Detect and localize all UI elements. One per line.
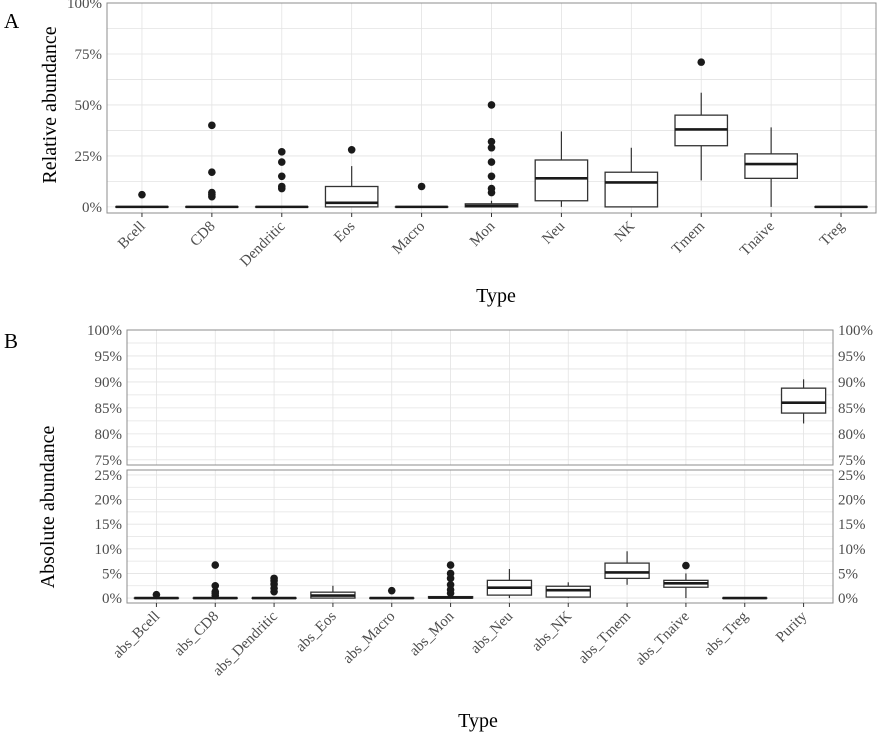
panel-a-outlier-point [697,58,706,66]
panel-b-lower-outlier-point [211,587,220,596]
panel-a-x-tick-label: Neu [539,218,568,247]
panel-b-lower-y-tick-label-right: 20% [838,493,866,509]
panel-b-lower-x-tick-label: abs_NK [529,608,575,654]
panel-b-lower-outlier-point [446,569,455,578]
panel-a-y-tick-label: 0% [82,200,102,216]
panel-a-x-tick-label: Tmem [669,218,708,257]
panel-b-lower-y-tick-label: 15% [95,517,123,533]
panel-b-upper-y-tick-label: 90% [95,375,123,391]
panel-b-lower-x-tick-label: abs_Tnaive [633,608,693,668]
panel-b-upper-y-tick-label-right: 100% [838,323,873,339]
panel-b-lower-box-abs_Tmem [604,562,650,580]
panel-b-upper-y-tick-label-right: 80% [838,427,866,443]
panel-a-outlier-point [208,168,216,177]
panel-a-outlier-point [417,182,426,191]
panel-a-outlier-point [208,188,216,197]
panel-a-x-tick-label: Mon [467,218,499,250]
panel-b-upper-y-tick-label: 85% [95,401,123,417]
panel-a-outlier-point [487,101,496,109]
panel-b-lower-x-tick-label: abs_Macro [340,609,398,667]
panel-a-x-axis-title: Type [476,285,516,307]
panel-b-upper-y-tick-label-right: 85% [838,401,866,417]
panel-b-lower-frame [126,469,834,604]
panel-a-outlier-point [487,137,496,146]
panel-a-y-axis-title: Relative abundance [39,26,61,183]
panel-a-label: A [4,9,20,33]
panel-b-lower-x-tick-label: abs_CD8 [171,609,222,660]
panel-a-box-NK [604,171,659,208]
panel-b-lower-x-tick-label: abs_Neu [468,608,517,657]
panel-a-y-tick-label: 50% [75,98,103,114]
panel-b-upper-frame [126,329,834,466]
panel-b-lower-y-tick-label-right: 5% [838,566,858,582]
panel-b-lower-outlier-point [682,561,690,570]
panel-b-lower-x-tick-label: abs_Eos [293,608,340,655]
panel-a-box-Tnaive [744,153,799,179]
panel-a-x-tick-label: CD8 [187,219,218,250]
panel-a-outlier-point [208,121,216,130]
panel-b-upper-y-tick-label: 100% [87,323,122,339]
panel-b-lower-y-tick-label: 0% [102,591,122,607]
panel-b-lower-x-tick-label: abs_Mon [407,608,458,659]
panel-b-y-axis-title: Absolute abundance [37,426,59,589]
panel-a-outlier-point [277,148,286,156]
panel-a-x-tick-label: Bcell [115,219,149,253]
panel-b-lower-x-tick-label: abs_Tmem [575,608,634,667]
panel-b-upper-y-tick-label-right: 90% [838,375,866,391]
panel-b-lower-x-tick-label: abs_Treg [701,608,752,659]
panel-b-upper-y-tick-label: 80% [95,427,123,443]
panel-b-lower-box-abs_NK [545,585,591,598]
panel-b-lower-outlier-point [211,561,220,569]
panel-a-x-tick-label: Eos [331,218,358,245]
panel-b-lower-x-tick-label: Purity [773,608,811,646]
panel-a-outlier-point [277,182,286,191]
panel-b-lower-plot: 0% 0% 5% 5% 10% 10% 15% 15% 20% 20% 25% 25% abs_Bcel… [95,468,866,679]
panel-a-x-tick-label: Macro [389,219,428,258]
panel-a-x-tick-label: Dendritic [237,218,289,270]
panel-b-upper-y-tick-label-right: 95% [838,349,866,365]
panel-b-lower-y-tick-label: 25% [95,468,123,484]
panel-a-plot: 0% 25% 50% 75% 100% Bcell CD8 Dendritic Eos Macro… [67,0,877,270]
panel-b-lower-y-tick-label: 10% [95,542,123,558]
panel-b-lower-y-tick-label: 5% [102,566,122,582]
panel-a-y-tick-label: 25% [75,149,103,165]
panel-b-lower-x-tick-label: abs_Bcell [110,609,163,662]
panel-b-lower-y-tick-label-right: 0% [838,591,858,607]
panel-b-lower-y-tick-label-right: 15% [838,517,866,533]
panel-b-upper-plot: 75% 75% 80% 80% 85% 85% 90% 90% 95% 95% 100% 100% [87,323,873,469]
panel-b-lower-outlier-point [152,590,161,599]
panel-b-lower-outlier-point [446,580,455,589]
panel-a-x-tick-label: Treg [817,218,848,249]
panel-a-box-Neu [534,159,589,202]
panel-a-x-tick-label: Tnaive [737,218,778,259]
panel-b-lower-y-tick-label: 20% [95,493,123,509]
panel-a-outlier-point [487,184,496,193]
panel-b-lower-y-tick-label-right: 10% [838,542,866,558]
panel-b-x-axis-title: Type [458,710,498,732]
panel-b-lower-y-tick-label-right: 25% [838,468,866,484]
panel-a-y-tick-label: 75% [75,47,103,63]
panel-a-outlier-point [347,145,356,154]
panel-b-lower-outlier-point [211,581,220,590]
panel-b-lower-outlier-point [270,574,278,583]
panel-a-outlier-point [487,158,496,166]
panel-b-upper-box-Purity [780,387,827,414]
panel-b-lower-outlier-point [387,586,396,595]
panel-a-outlier-point [487,143,496,152]
panel-a-x-tick-label: NK [612,218,639,245]
panel-b-upper-y-tick-label: 95% [95,349,123,365]
panel-a-y-tick-label: 100% [67,0,102,12]
panel-b-upper-y-tick-label: 75% [95,453,123,469]
panel-a-outlier-point [277,172,286,181]
panel-a-outlier-point [138,190,146,199]
panel-a-outlier-point [277,158,286,166]
panel-b-label: B [4,329,18,353]
panel-b-lower-outlier-point [446,561,455,569]
panel-b-upper-y-tick-label-right: 75% [838,453,866,469]
panel-a-outlier-point [487,172,496,181]
